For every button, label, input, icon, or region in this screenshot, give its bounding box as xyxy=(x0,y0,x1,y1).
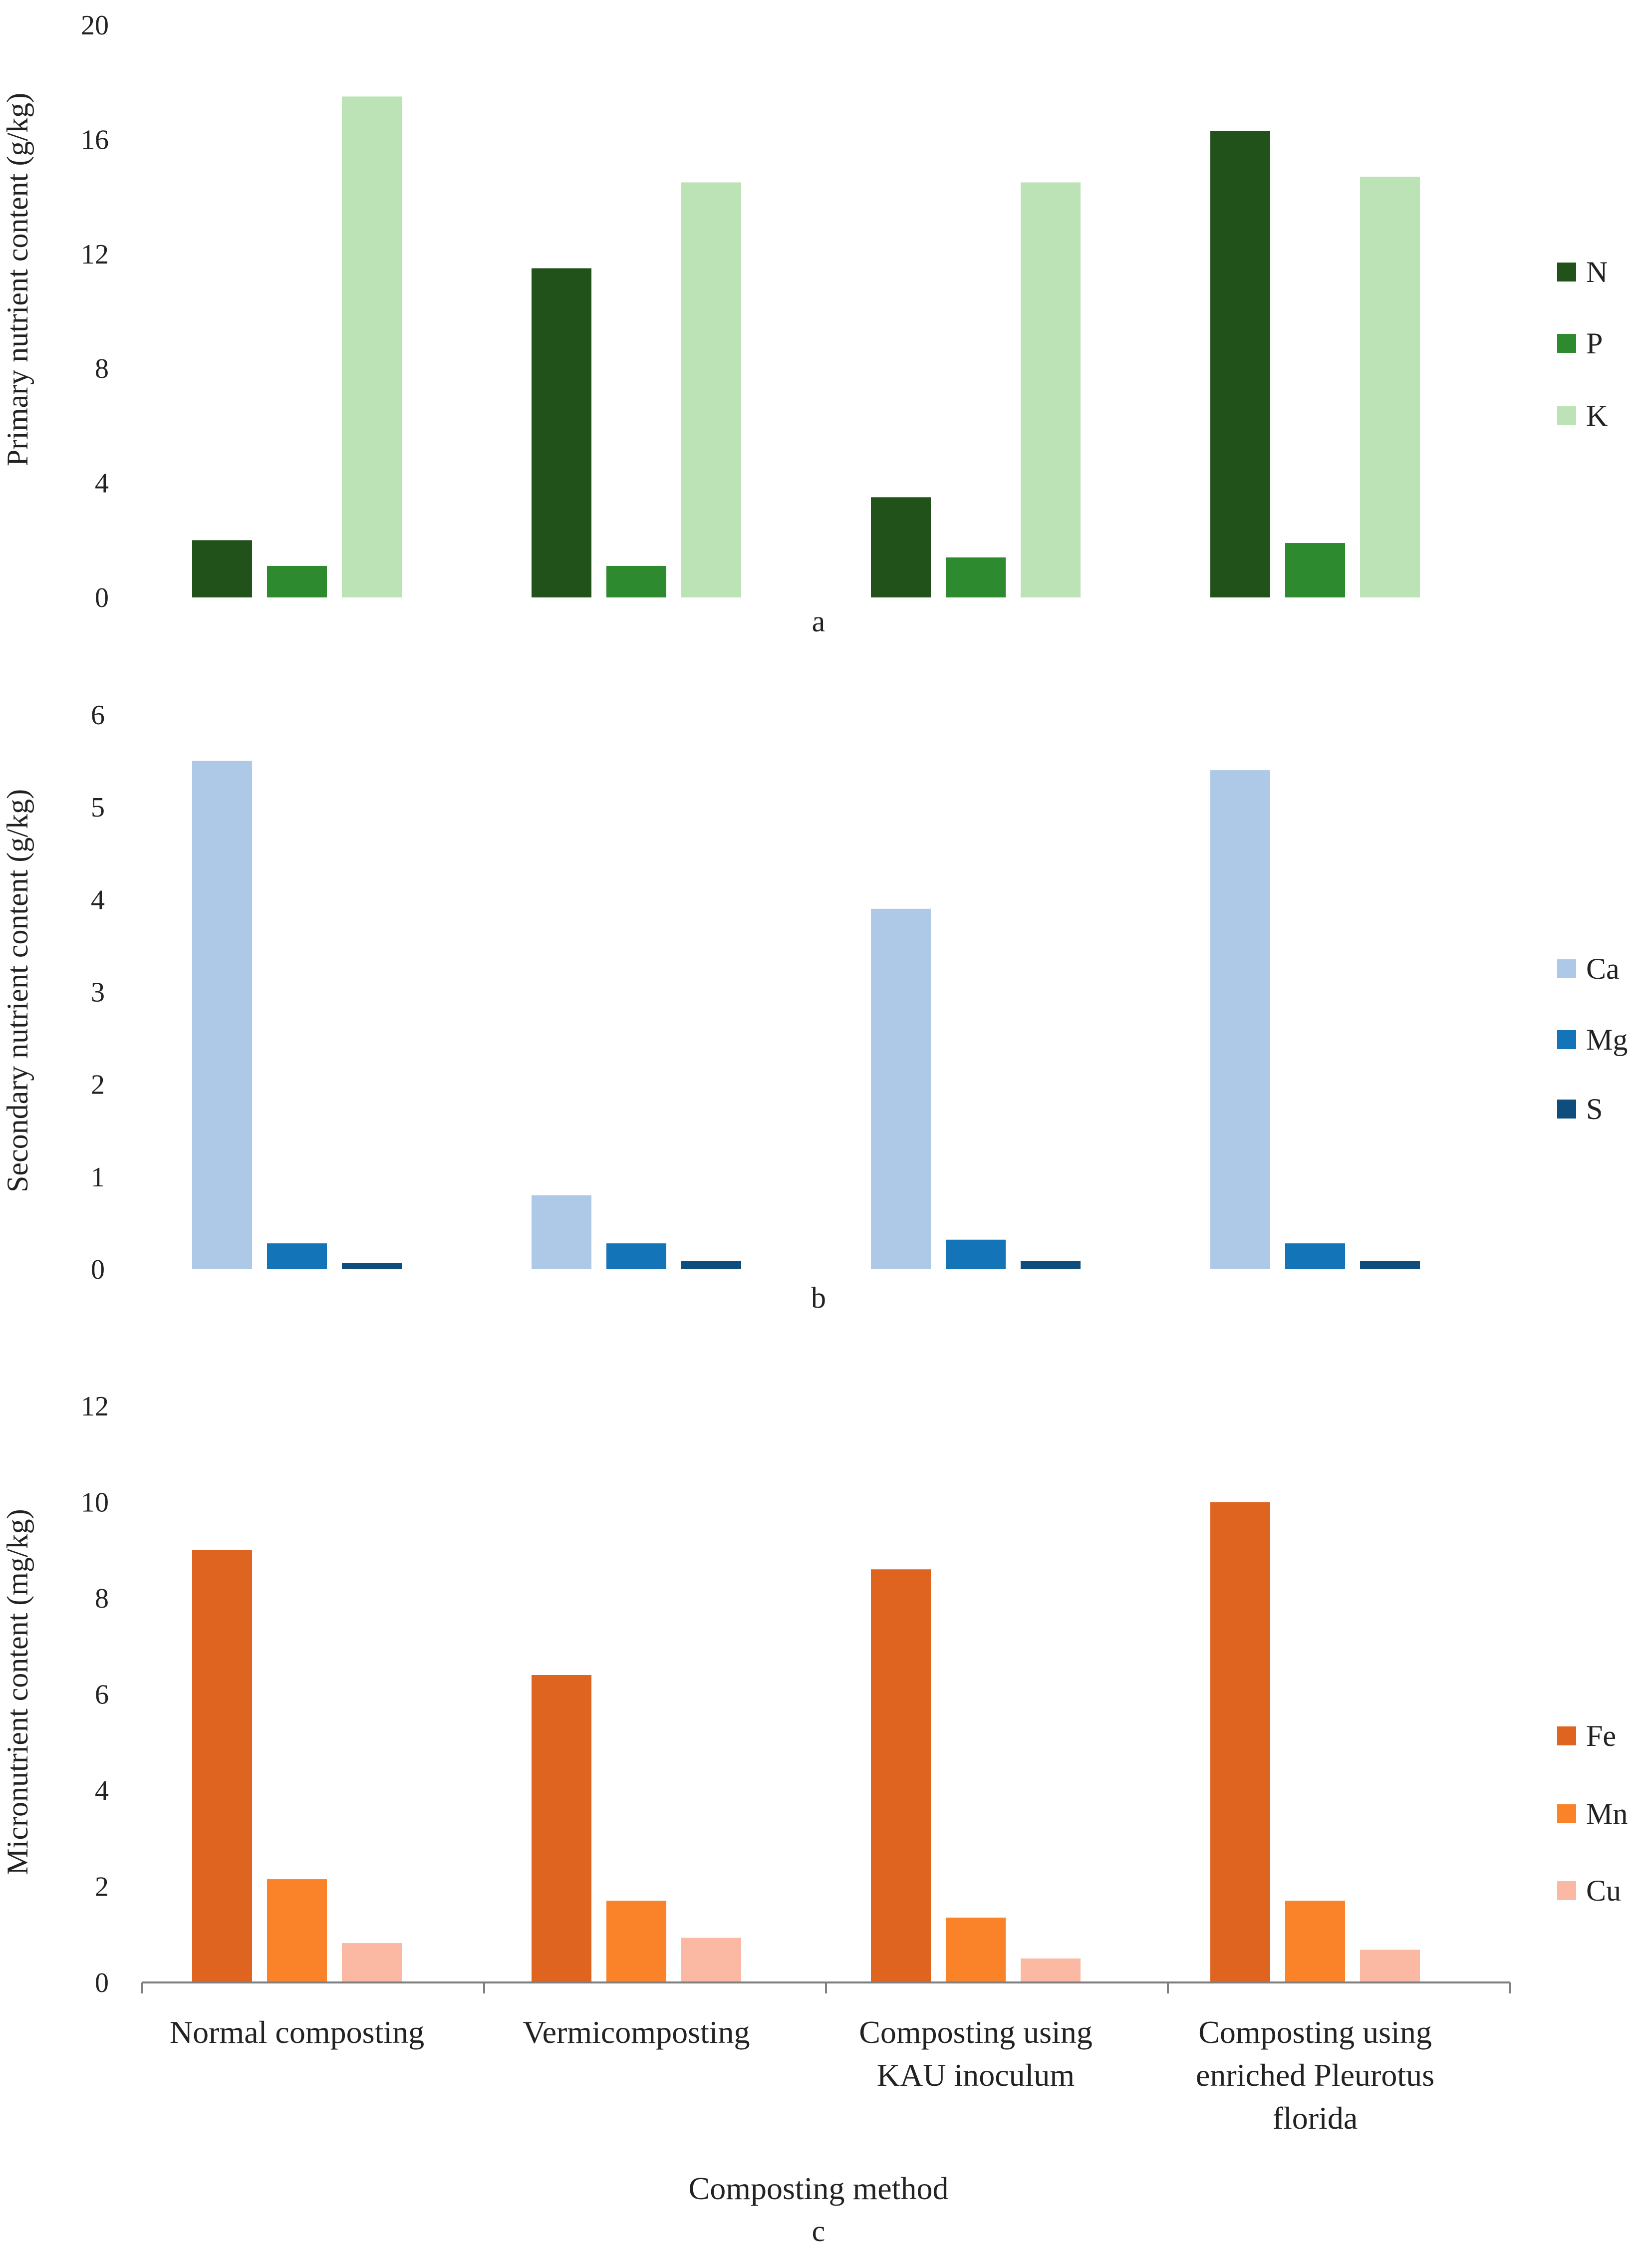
bar-fe-3 xyxy=(871,1569,931,1982)
legend: N P K xyxy=(1557,256,1608,432)
legend-label-mg: Mg xyxy=(1586,1023,1628,1056)
legend-label-s: S xyxy=(1586,1093,1603,1125)
y-tick-label: 20 xyxy=(81,10,109,41)
x-category-label: Composting using xyxy=(1198,2014,1432,2050)
bar-ca-2 xyxy=(532,1195,591,1269)
bar-k-4 xyxy=(1360,176,1420,598)
y-tick-label: 2 xyxy=(95,1872,109,1903)
bar-p-1 xyxy=(267,565,327,597)
legend-swatch-k xyxy=(1557,406,1576,425)
y-axis-title: Micronutrient content (mg/kg) xyxy=(1,1509,34,1875)
bar-s-2 xyxy=(681,1261,741,1269)
legend-swatch-cu xyxy=(1557,1881,1576,1900)
bar-p-2 xyxy=(606,565,666,597)
bar-s-3 xyxy=(1021,1261,1081,1269)
y-tick-label: 6 xyxy=(95,1680,109,1710)
legend-swatch-mn xyxy=(1557,1804,1576,1823)
bar-ca-1 xyxy=(192,761,252,1269)
legend-swatch-ca xyxy=(1557,959,1576,978)
y-tick-label: 12 xyxy=(81,1391,109,1422)
bar-p-3 xyxy=(946,557,1006,597)
panel-label: b xyxy=(811,1281,826,1314)
bar-p-4 xyxy=(1285,543,1345,597)
y-tick-label: 5 xyxy=(91,792,105,823)
bar-ca-3 xyxy=(871,908,931,1269)
y-tick-label: 1 xyxy=(91,1162,105,1193)
x-category-label: Vermicomposting xyxy=(523,2014,750,2050)
legend-label-cu: Cu xyxy=(1586,1874,1621,1907)
x-axis-title: Composting method xyxy=(689,2171,949,2206)
y-tick-label: 16 xyxy=(81,124,109,155)
legend-label-k: K xyxy=(1586,399,1608,432)
legend-label-mn: Mn xyxy=(1586,1797,1628,1830)
bar-s-1 xyxy=(342,1263,402,1269)
bar-n-1 xyxy=(192,540,252,597)
bar-mn-2 xyxy=(606,1901,666,1982)
y-tick-label: 4 xyxy=(95,468,109,499)
chart-panel-a: 0 4 8 12 16 20 Primary nutrient content (g/kg)… xyxy=(1,10,1608,638)
x-category-label: florida xyxy=(1273,2100,1358,2136)
y-tick-label: 12 xyxy=(81,239,109,270)
y-tick-label: 4 xyxy=(91,884,105,915)
bar-fe-4 xyxy=(1210,1502,1270,1982)
legend: Fe Mn Cu xyxy=(1557,1719,1628,1907)
legend-label-p: P xyxy=(1586,327,1603,360)
bar-k-1 xyxy=(342,96,402,597)
bar-cu-1 xyxy=(342,1943,402,1982)
x-category-label: Composting using xyxy=(859,2014,1093,2050)
y-tick-label: 0 xyxy=(95,582,109,613)
legend-label-fe: Fe xyxy=(1586,1719,1616,1752)
bar-cu-3 xyxy=(1021,1958,1081,1982)
y-axis-title: Primary nutrient content (g/kg) xyxy=(1,93,34,466)
legend-swatch-mg xyxy=(1557,1030,1576,1049)
bar-mg-3 xyxy=(946,1239,1006,1269)
y-tick-label: 10 xyxy=(81,1487,109,1518)
bar-k-2 xyxy=(681,182,741,597)
y-tick-label: 8 xyxy=(95,1583,109,1614)
bar-mn-4 xyxy=(1285,1901,1345,1982)
bar-fe-2 xyxy=(532,1675,591,1982)
y-tick-label: 2 xyxy=(91,1070,105,1101)
y-tick-label: 6 xyxy=(91,700,105,731)
x-category-label: enriched Pleurotus xyxy=(1196,2057,1434,2093)
chart-panel-c: 0 2 4 6 8 10 12 Micronutrient content (mg/kg) No… xyxy=(1,1391,1628,2248)
legend-label-ca: Ca xyxy=(1586,952,1620,985)
y-tick-label: 3 xyxy=(91,977,105,1008)
bar-cu-2 xyxy=(681,1938,741,1982)
legend-label-n: N xyxy=(1586,256,1608,288)
bar-mn-3 xyxy=(946,1918,1006,1982)
y-tick-label: 0 xyxy=(91,1254,105,1285)
panel-label: a xyxy=(812,605,826,638)
bar-n-4 xyxy=(1210,131,1270,597)
bar-mg-2 xyxy=(606,1243,666,1269)
legend-swatch-s xyxy=(1557,1100,1576,1119)
panel-label: c xyxy=(812,2215,826,2248)
legend: Ca Mg S xyxy=(1557,952,1628,1125)
bar-mn-1 xyxy=(267,1879,327,1982)
legend-swatch-fe xyxy=(1557,1726,1576,1745)
y-tick-label: 0 xyxy=(95,1968,109,1998)
bar-n-2 xyxy=(532,268,591,597)
chart-panel-b: 0 1 2 3 4 5 6 Secondary nutrient content (g/kg)… xyxy=(1,700,1628,1314)
y-tick-label: 4 xyxy=(95,1775,109,1806)
x-category-label: KAU inoculum xyxy=(877,2057,1075,2093)
legend-swatch-n xyxy=(1557,263,1576,281)
bar-fe-1 xyxy=(192,1550,252,1982)
bar-s-4 xyxy=(1360,1261,1420,1269)
bar-ca-4 xyxy=(1210,770,1270,1269)
bar-k-3 xyxy=(1021,182,1081,597)
bar-mg-1 xyxy=(267,1243,327,1269)
y-axis-title: Secondary nutrient content (g/kg) xyxy=(1,789,34,1192)
x-category-label: Normal composting xyxy=(170,2014,424,2050)
bar-mg-4 xyxy=(1285,1243,1345,1269)
bar-cu-4 xyxy=(1360,1950,1420,1982)
legend-swatch-p xyxy=(1557,334,1576,353)
bar-n-3 xyxy=(871,497,931,597)
y-tick-label: 8 xyxy=(95,353,109,384)
